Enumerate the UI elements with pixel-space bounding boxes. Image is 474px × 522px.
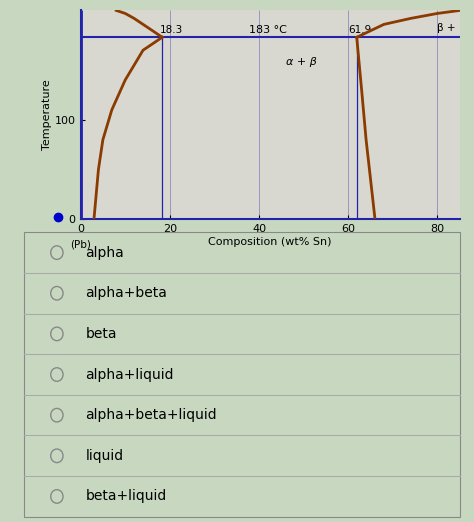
Text: liquid: liquid [85,449,123,463]
Text: α + β: α + β [286,57,317,67]
X-axis label: Composition (wt% Sn): Composition (wt% Sn) [209,237,332,247]
Text: 61.9: 61.9 [348,25,371,35]
Text: beta+liquid: beta+liquid [85,490,166,503]
Text: alpha+beta+liquid: alpha+beta+liquid [85,408,217,422]
Text: alpha+beta: alpha+beta [85,286,167,300]
Text: (Pb): (Pb) [70,239,91,249]
Text: 183 °C: 183 °C [249,25,287,35]
Text: β +: β + [438,23,456,33]
Text: alpha: alpha [85,246,124,259]
Text: alpha+liquid: alpha+liquid [85,367,174,382]
Text: beta: beta [85,327,117,341]
Y-axis label: Temperature: Temperature [42,79,52,150]
Text: 18.3: 18.3 [160,25,183,35]
